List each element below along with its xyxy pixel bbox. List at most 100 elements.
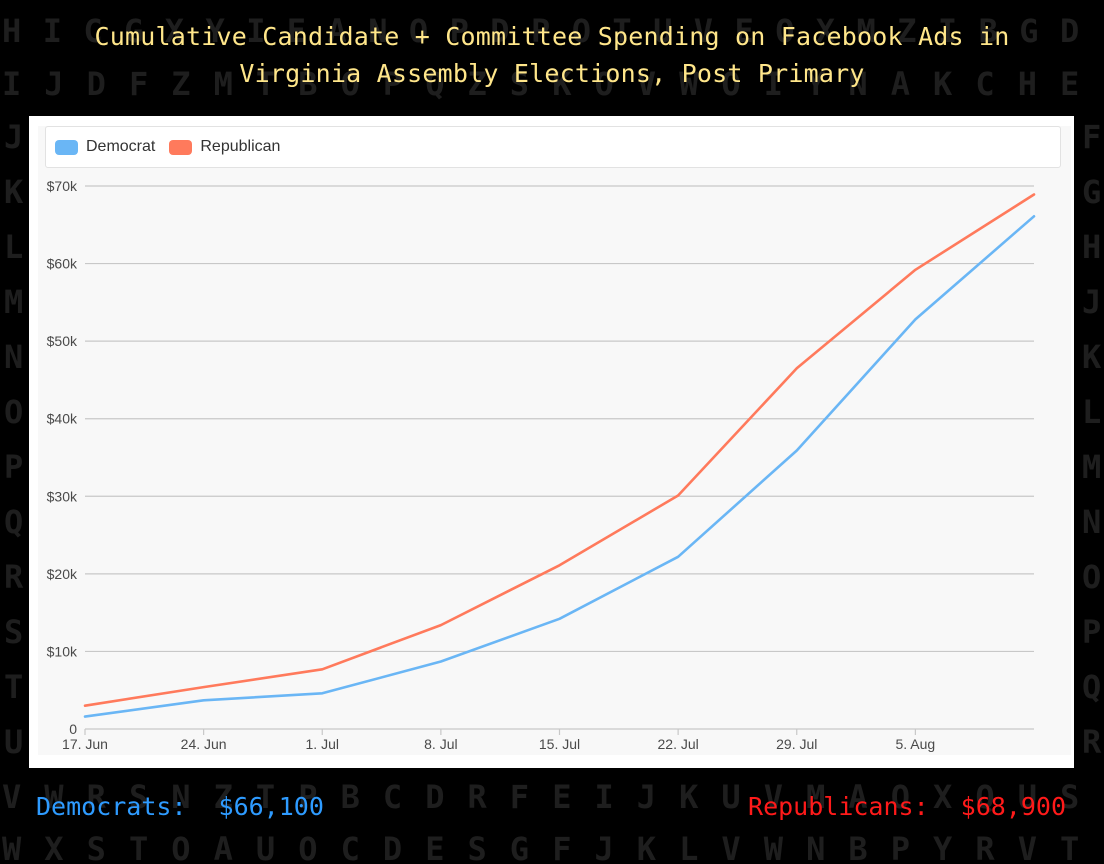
- background-letter: X: [165, 12, 184, 50]
- y-tick-label: $20k: [47, 566, 78, 582]
- legend-item-democrat[interactable]: Democrat: [55, 138, 155, 156]
- x-tick-label: 29. Jul: [776, 736, 817, 752]
- background-letter: S: [468, 830, 487, 864]
- background-letter: G: [1019, 12, 1038, 50]
- y-tick-label: $70k: [47, 178, 78, 194]
- background-letter: J: [4, 118, 23, 156]
- background-letter: Q: [425, 65, 444, 103]
- background-letter: Z: [171, 65, 190, 103]
- background-letter: J: [637, 778, 656, 816]
- background-letter: O: [572, 12, 591, 50]
- y-tick-label: $30k: [47, 488, 78, 504]
- background-letter: Z: [897, 12, 916, 50]
- background-letter: I: [246, 12, 265, 50]
- background-letter: K: [552, 65, 572, 103]
- republican-total-value: $68,900: [960, 792, 1066, 821]
- line-chart: 0 $10k $20k $30k $40k $50k $60k $70k 17. Jun 24. …: [47, 178, 1036, 752]
- republican-total: Republicans: $68,900: [748, 792, 1066, 821]
- background-letter: O: [171, 830, 190, 864]
- background-letter: V: [694, 12, 713, 50]
- chart-panel: 0 $10k $20k $30k $40k $50k $60k $70k 17. Jun 24. …: [29, 116, 1074, 768]
- background-letter: Y: [206, 12, 226, 50]
- background-letter: T: [129, 830, 148, 864]
- background-letter: R: [1082, 723, 1102, 761]
- background-letter: X: [816, 12, 835, 50]
- background-letter: P: [4, 448, 23, 486]
- background-letter: H: [2, 12, 21, 50]
- background-letter: Q: [1082, 668, 1101, 706]
- background-letter: A: [214, 830, 233, 864]
- background-letter: M: [4, 283, 23, 321]
- background-letter: V: [1018, 830, 1037, 864]
- legend-label-republican: Republican: [200, 138, 281, 155]
- background-letter: R: [975, 830, 995, 864]
- y-tick-label: $10k: [47, 643, 78, 659]
- x-tick-label: 1. Jul: [306, 736, 339, 752]
- background-letter: N: [848, 65, 867, 103]
- legend-label-democrat: Democrat: [86, 138, 156, 155]
- background-letter: S: [510, 65, 529, 103]
- background-letter: N: [171, 778, 190, 816]
- background-letter: O: [775, 12, 794, 50]
- background-letter: K: [933, 65, 953, 103]
- x-tick-label: 22. Jul: [658, 736, 699, 752]
- background-letter: W: [44, 778, 64, 816]
- background-letter: H: [1018, 65, 1037, 103]
- background-letter: F: [510, 778, 529, 816]
- background-letter: H: [1082, 228, 1101, 266]
- background-letter: Q: [975, 778, 994, 816]
- chart-title-line-1: Cumulative Candidate + Committee Spendin…: [94, 22, 1010, 51]
- background-letter: C: [83, 12, 102, 50]
- background-letter: E: [425, 830, 444, 864]
- background-letter: Z: [214, 778, 233, 816]
- background-letter: P: [450, 12, 469, 50]
- background-letter: T: [1060, 830, 1079, 864]
- background-letter: X: [933, 778, 952, 816]
- legend-swatch-democrat: [55, 139, 78, 155]
- chart-title: Cumulative Candidate + Committee Spendin…: [0, 18, 1104, 92]
- background-letter: Q: [4, 503, 23, 541]
- background-letter: O: [891, 778, 910, 816]
- background-letter: N: [4, 338, 23, 376]
- background-letter: G: [124, 12, 143, 50]
- y-tick-label: $60k: [47, 256, 78, 272]
- x-tick-label: 17. Jun: [62, 736, 108, 752]
- background-letter: P: [531, 12, 550, 50]
- background-letter: P: [1082, 613, 1101, 651]
- background-letter: B: [298, 65, 317, 103]
- series-line-republican: [83, 193, 1036, 708]
- background-letter: R: [4, 558, 24, 596]
- background-letter: N: [368, 12, 387, 50]
- x-tick-label: 5. Aug: [896, 736, 936, 752]
- background-letter: V: [764, 778, 783, 816]
- background-letter: O: [409, 12, 428, 50]
- background-letter: A: [891, 65, 910, 103]
- background-letter: P: [383, 65, 402, 103]
- background-letter: O: [595, 65, 614, 103]
- background-letter: A: [328, 12, 347, 50]
- background-letter: R: [468, 778, 488, 816]
- legend-swatch-republican: [169, 139, 193, 155]
- background-letter: F: [129, 65, 148, 103]
- background-letter: N: [806, 830, 825, 864]
- background-letter: U: [1018, 778, 1037, 816]
- background-letter: F: [552, 830, 571, 864]
- democrat-total: Democrats: $66,100: [36, 792, 324, 821]
- background-letter: E: [552, 778, 571, 816]
- background-letter: W: [764, 830, 784, 864]
- background-letter: T: [4, 668, 23, 706]
- background-letter: R: [87, 778, 107, 816]
- background-letter: J: [44, 65, 63, 103]
- legend-item-republican[interactable]: Republican: [169, 138, 280, 156]
- x-tick-label: 8. Jul: [424, 736, 457, 752]
- background-letter: N: [1082, 503, 1101, 541]
- background-letter: B: [341, 778, 360, 816]
- background-letter: D: [383, 830, 402, 864]
- democrat-total-value: $66,100: [218, 792, 324, 821]
- background-letter: C: [975, 65, 994, 103]
- background-letter: E: [1060, 65, 1079, 103]
- background-letter: M: [1082, 448, 1101, 486]
- background-letter: D: [87, 65, 106, 103]
- background-letter: O: [298, 830, 317, 864]
